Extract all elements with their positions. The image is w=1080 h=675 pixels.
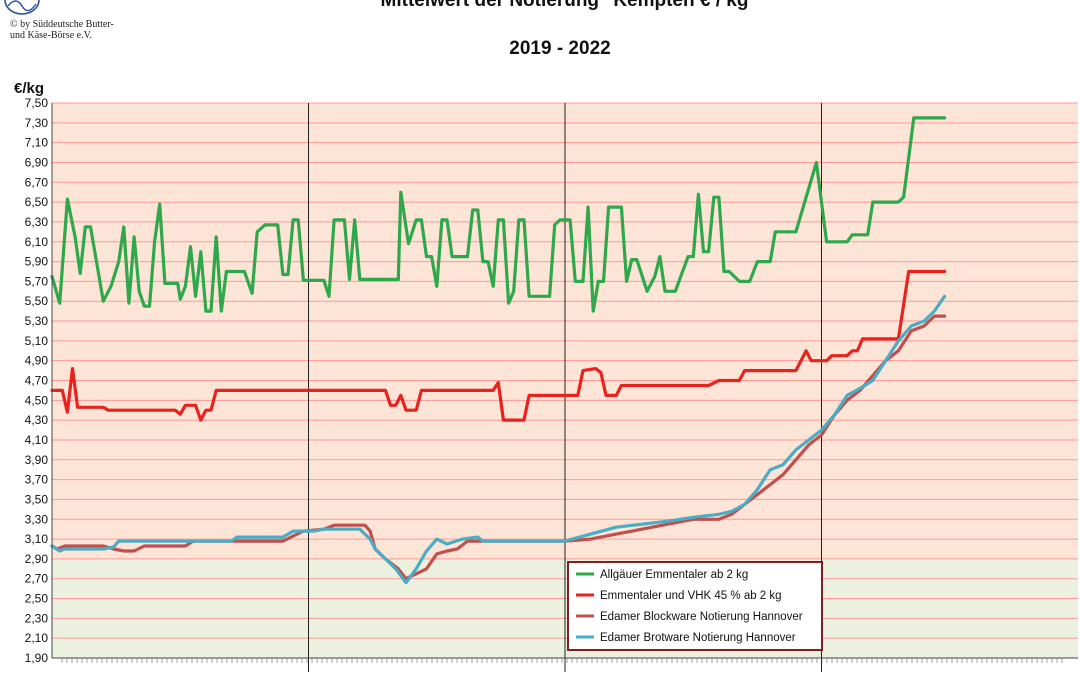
y-tick-label: 5,10 [25,334,49,348]
y-tick-label: 4,70 [25,374,49,388]
y-tick-label: 1,90 [25,651,49,665]
y-tick-label: 3,10 [25,532,49,546]
y-tick-label: 4,50 [25,393,49,407]
legend-entry: Allgäuer Emmentaler ab 2 kg [600,569,748,581]
legend: Allgäuer Emmentaler ab 2 kg Emmentaler un… [567,561,823,651]
series-line [50,116,947,313]
copyright-line-2: und Käse-Börse e.V. [10,30,93,41]
copyright-line-1: © by Süddeutsche Butter- [10,19,114,30]
y-tick-label: 4,10 [25,433,49,447]
chart-subtitle: 2019 - 2022 [509,38,611,59]
legend-box [567,561,823,651]
axes: 1,90 2,10 2,30 2,50 2,70 2,90 3,10 3,30 3,50 3,70… [25,96,1078,665]
y-tick-label: 6,70 [25,175,49,189]
y-tick-label: 3,50 [25,492,49,506]
y-tick-label: 3,70 [25,473,49,487]
y-tick-label: 2,90 [25,552,49,566]
y-tick-label: 4,30 [25,413,49,427]
y-tick-label: 4,90 [25,354,49,368]
y-tick-label: 2,30 [25,611,49,625]
y-tick-label: 6,30 [25,215,49,229]
boerse-logo: © by Süddeutsche Butter- und Käse-Börse … [0,0,140,50]
y-tick-label: 2,50 [25,592,49,606]
y-tick-label: 6,90 [25,155,49,169]
y-tick-label: 3,90 [25,453,49,467]
y-tick-label: 5,70 [25,274,49,288]
boerse-logo-icon [4,0,40,15]
y-tick-label: 3,30 [25,512,49,526]
legend-entry: Emmentaler und VHK 45 % ab 2 kg [600,590,782,602]
y-tick-label: 7,30 [25,116,49,130]
y-tick-label: 5,90 [25,255,49,269]
series-line [50,269,947,422]
y-tick-label: 6,50 [25,195,49,209]
y-axis-label: €/kg [14,80,45,97]
copyright-text: © by Süddeutsche Butter- und Käse-Börse … [10,19,114,41]
y-tick-label: 5,30 [25,314,49,328]
legend-entry: Edamer Brotware Notierung Hannover [600,632,796,644]
series-lines [50,116,947,585]
chart-title: "Mittelwert der Notierung" Kempten € / k… [371,0,749,11]
y-tick-label: 2,70 [25,572,49,586]
y-tick-label: 7,10 [25,136,49,150]
y-tick-label: 7,50 [25,96,49,110]
series-line [50,294,947,585]
y-tick-label: 2,10 [25,631,49,645]
y-tick-label: 6,10 [25,235,49,249]
y-tick-label: 5,50 [25,294,49,308]
legend-entry: Edamer Blockware Notierung Hannover [600,611,803,623]
